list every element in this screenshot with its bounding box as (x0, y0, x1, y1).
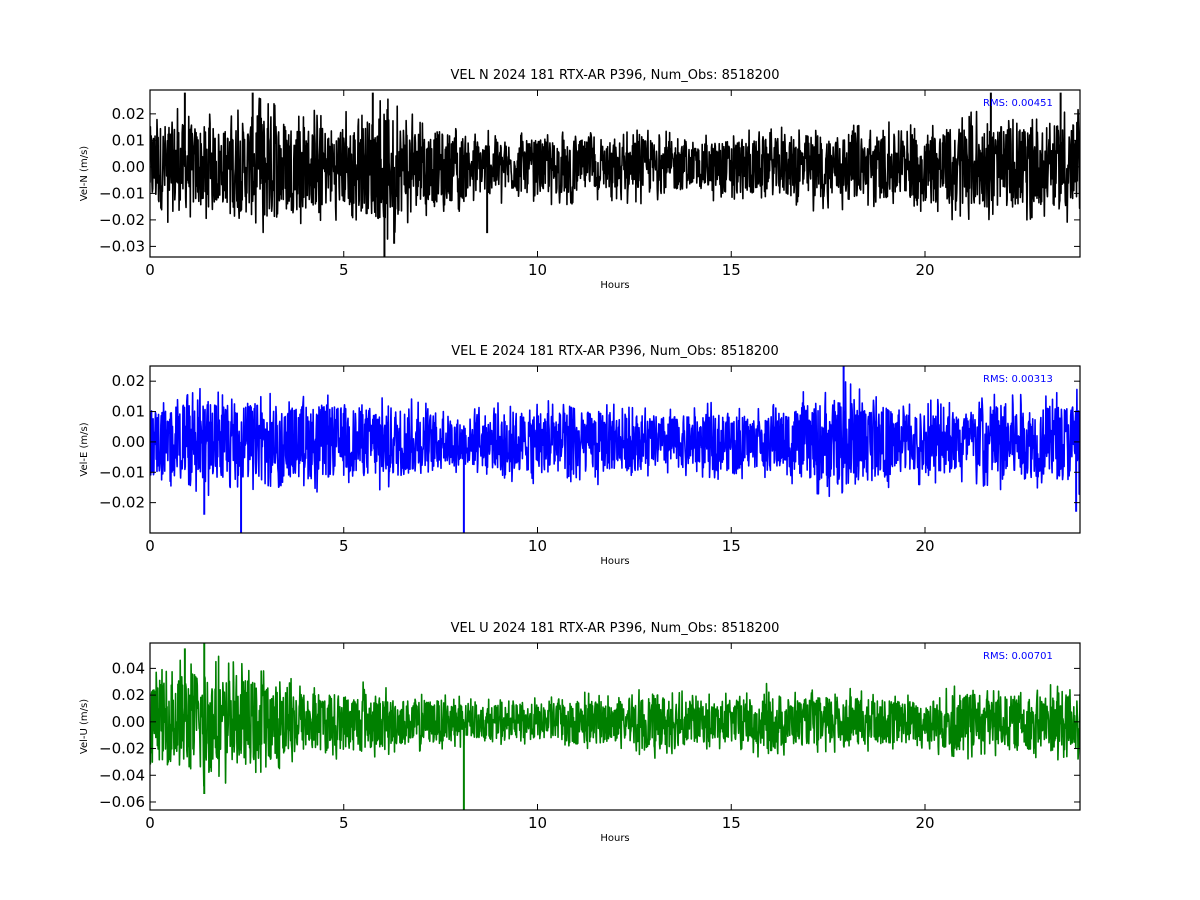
x-tick-label: 5 (339, 814, 349, 832)
y-tick-label: 0.04 (112, 659, 145, 677)
series-north (150, 92, 1080, 257)
x-tick-label: 15 (722, 261, 741, 279)
series-east (150, 366, 1080, 533)
panel-north: 0 5 10 15 20 0.02 0.01 0.00 −0.01 −0.02 −0.03 VEL N… (79, 68, 1081, 291)
series-line (150, 381, 1080, 498)
y-tick-label: −0.02 (99, 211, 145, 229)
x-tick-label: 10 (528, 814, 547, 832)
x-tick-label: 5 (339, 261, 349, 279)
chart-title: VEL N 2024 181 RTX-AR P396, Num_Obs: 851… (451, 68, 780, 83)
y-tick-label: −0.01 (99, 184, 145, 202)
x-tick-label: 20 (915, 814, 934, 832)
panel-up: 0 5 10 15 20 0.04 0.02 0.00 −0.02 −0.04 −0.06 VEL U… (79, 621, 1081, 844)
x-tick-label: 0 (145, 537, 155, 555)
axes-frame (149, 89, 1081, 258)
rms-annotation: RMS: 0.00313 (983, 374, 1053, 385)
y-tick-label: −0.02 (99, 494, 145, 512)
y-tick-label: 0.01 (112, 403, 145, 421)
y-tick-label: −0.06 (99, 793, 145, 811)
y-axis-label: Vel-N (m/s) (79, 146, 90, 201)
x-tick-label: 5 (339, 537, 349, 555)
x-tick-label: 0 (145, 261, 155, 279)
x-tick-label: 15 (722, 537, 741, 555)
y-tick-label: 0.00 (112, 158, 145, 176)
axes-frame (149, 365, 1081, 534)
x-tick-label: 0 (145, 814, 155, 832)
y-tick-label: −0.04 (99, 766, 145, 784)
x-tick-label: 15 (722, 814, 741, 832)
y-tick-label: −0.01 (99, 463, 145, 481)
axes-frame (149, 642, 1081, 811)
x-tick-label: 20 (915, 261, 934, 279)
series-line (150, 97, 1080, 240)
x-axis-label: Hours (600, 280, 629, 291)
y-tick-label: 0.02 (112, 686, 145, 704)
series-line (150, 655, 1080, 787)
x-axis-label: Hours (600, 833, 629, 844)
rms-annotation: RMS: 0.00451 (983, 98, 1053, 109)
x-tick-label: 10 (528, 261, 547, 279)
y-tick-label: 0.02 (112, 105, 145, 123)
rms-annotation: RMS: 0.00701 (983, 651, 1053, 662)
y-tick-label: 0.00 (112, 433, 145, 451)
x-tick-label: 10 (528, 537, 547, 555)
panel-east: 0 5 10 15 20 0.02 0.01 0.00 −0.01 −0.02 VEL E 2024… (79, 344, 1081, 567)
y-tick-label: 0.01 (112, 131, 145, 149)
chart-title: VEL U 2024 181 RTX-AR P396, Num_Obs: 851… (451, 621, 780, 636)
y-tick-label: −0.02 (99, 740, 145, 758)
chart-title: VEL E 2024 181 RTX-AR P396, Num_Obs: 851… (451, 344, 778, 359)
y-tick-label: −0.03 (99, 237, 145, 255)
y-axis-label: Vel-E (m/s) (79, 422, 90, 476)
y-tick-label: 0.02 (112, 372, 145, 390)
series-up (150, 643, 1080, 810)
y-axis-label: Vel-U (m/s) (79, 699, 90, 754)
x-axis-label: Hours (600, 556, 629, 567)
x-tick-label: 20 (915, 537, 934, 555)
y-tick-label: 0.00 (112, 713, 145, 731)
